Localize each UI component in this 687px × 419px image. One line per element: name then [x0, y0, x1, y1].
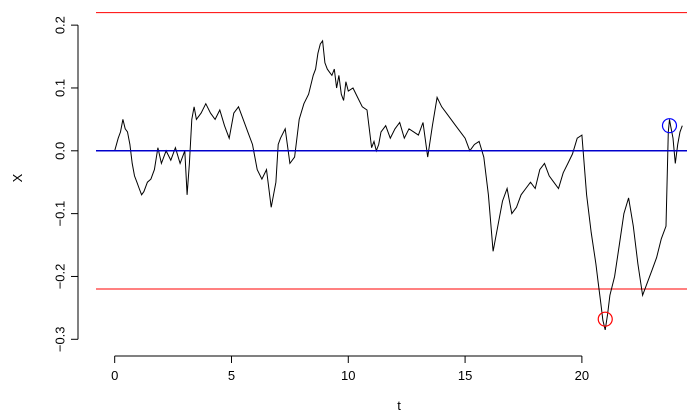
y-axis-label: X — [10, 173, 25, 182]
x-tick-label: 10 — [341, 368, 355, 383]
y-tick-label: −0.1 — [53, 201, 68, 227]
end-point-marker — [661, 118, 678, 134]
plot-area — [96, 12, 687, 331]
x-tick-label: 0 — [111, 368, 118, 383]
y-tick-label: 0.1 — [53, 79, 68, 97]
low-point-marker — [597, 311, 613, 327]
x-axis-label: t — [397, 398, 401, 413]
x-tick-label: 20 — [575, 368, 589, 383]
x-tick-label: 15 — [458, 368, 472, 383]
y-tick-label: 0.0 — [53, 142, 68, 160]
x-tick-label: 5 — [228, 368, 235, 383]
y-tick-label: −0.2 — [53, 264, 68, 290]
y-tick-label: −0.3 — [53, 326, 68, 352]
y-tick-label: 0.2 — [53, 16, 68, 34]
axes: 0.2 0.1 0.0 −0.1 −0.2 −0.3 0 5 10 15 20 — [53, 16, 590, 383]
series-line-0 — [114, 39, 683, 331]
